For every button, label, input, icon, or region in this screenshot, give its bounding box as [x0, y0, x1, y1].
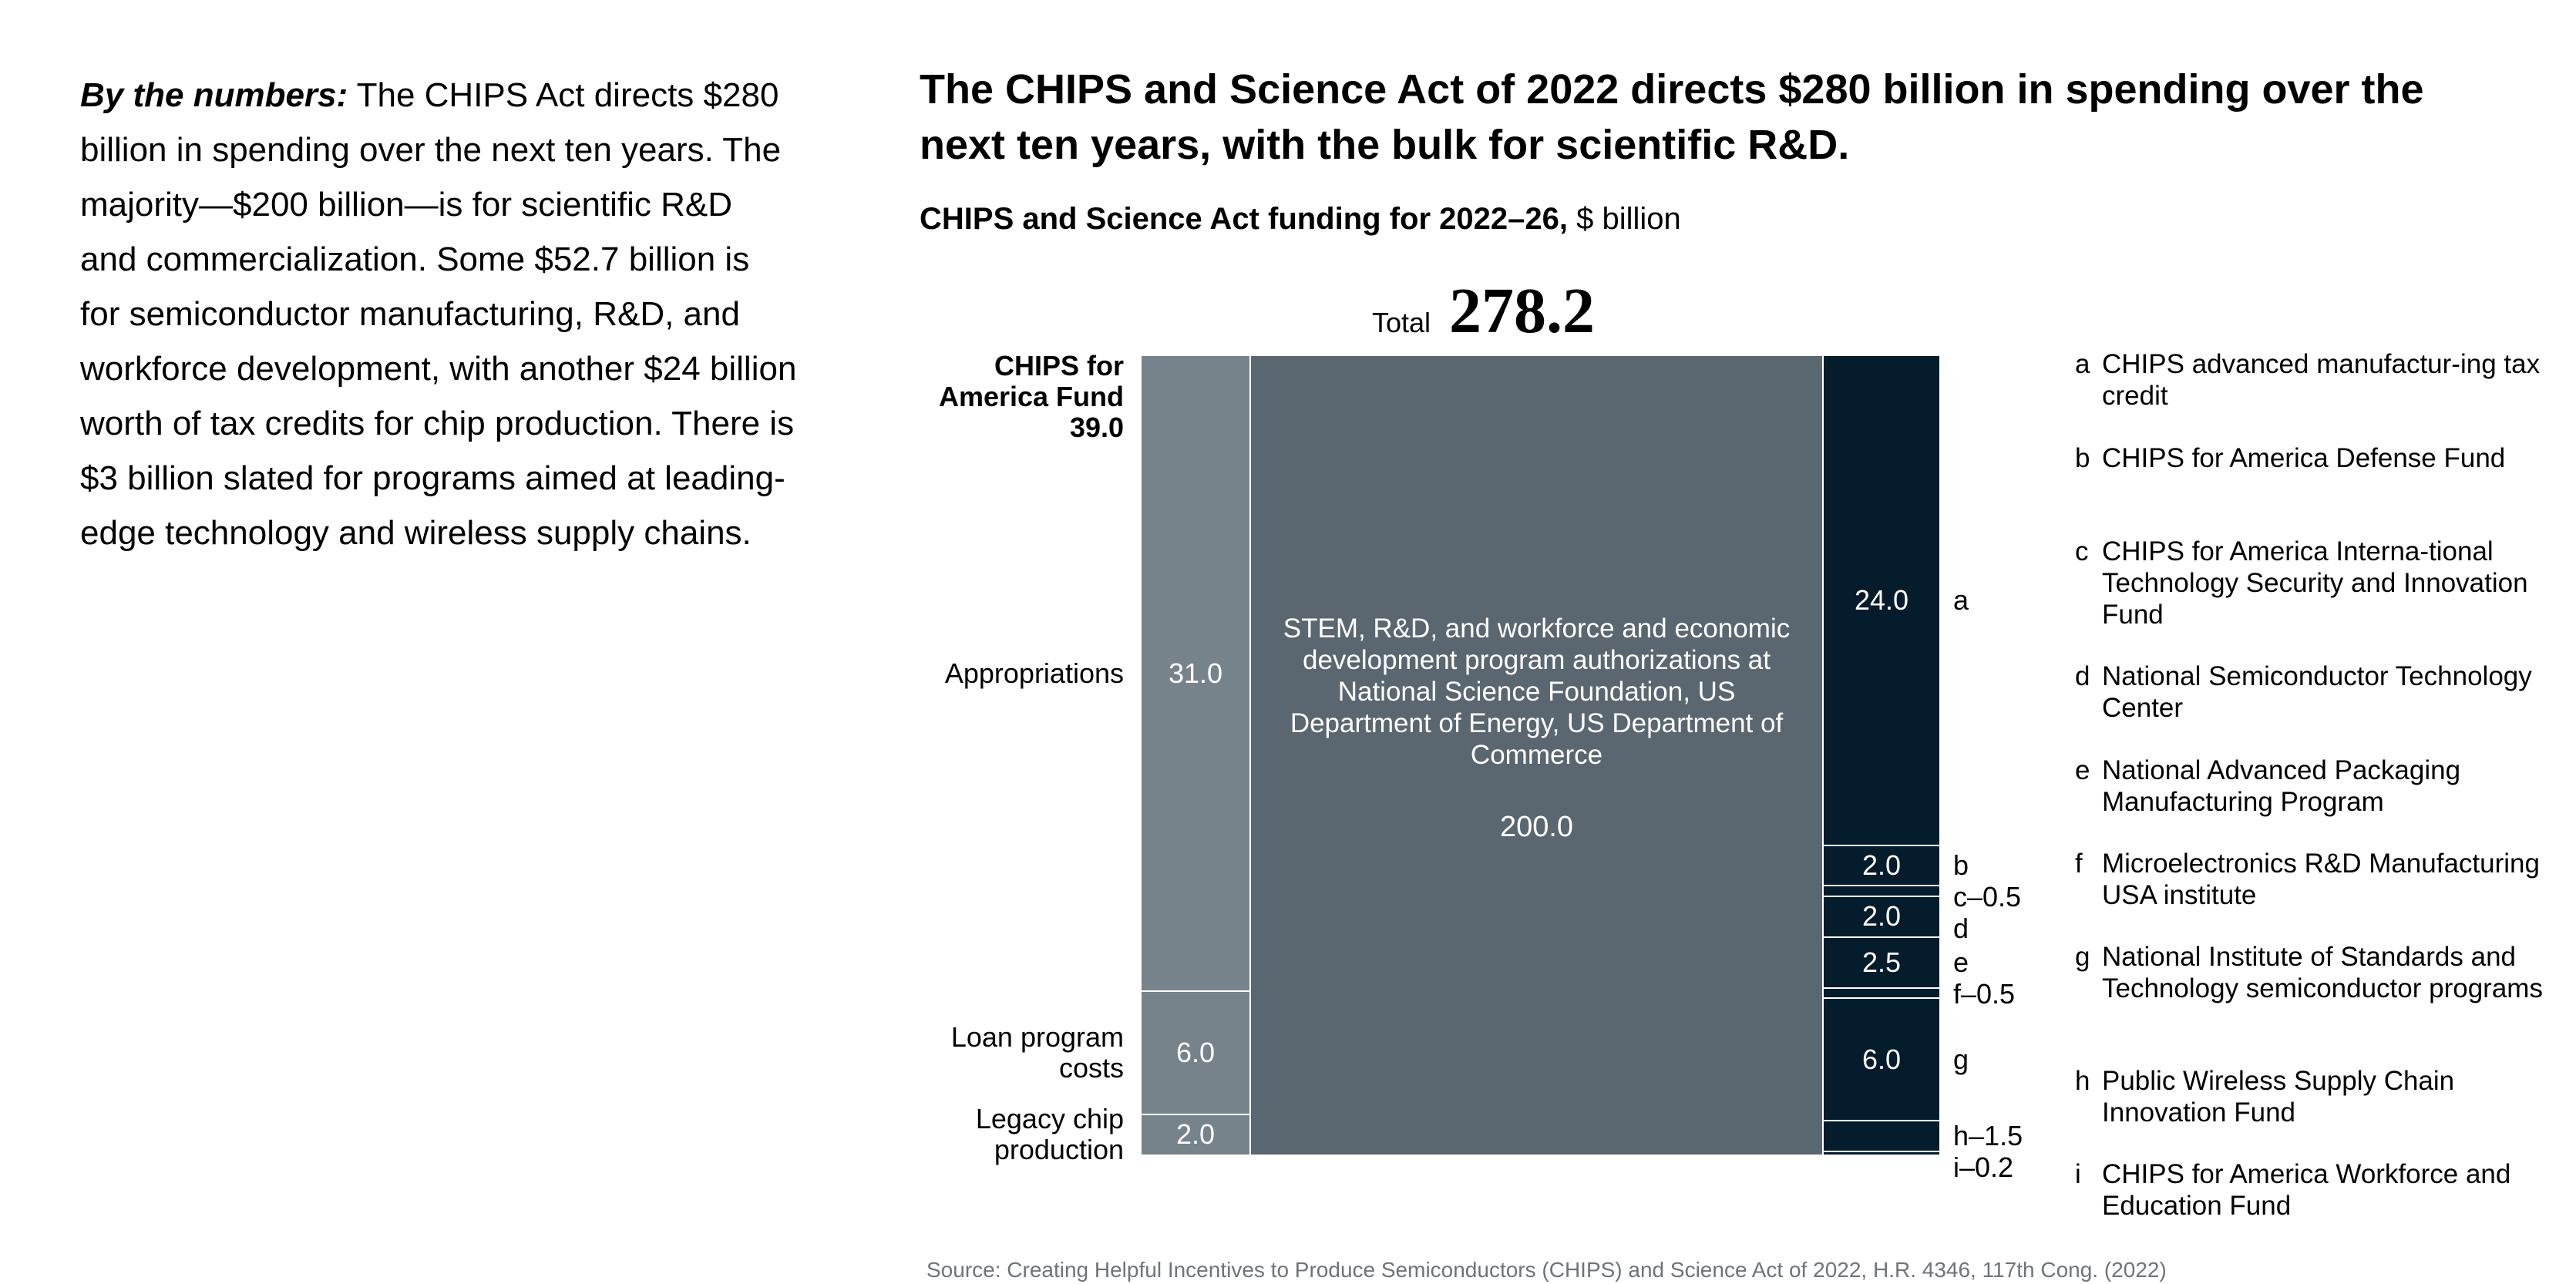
legend-item: h Public Wireless Supply Chain Innovation… — [2075, 1065, 2568, 1128]
right-segment-i — [1823, 1151, 1940, 1155]
legend-key: a — [2075, 349, 2090, 379]
intro-lead: By the numbers: — [80, 76, 348, 114]
chart-title: The CHIPS and Science Act of 2022 direct… — [920, 66, 2424, 168]
segment-value: 31.0 — [1168, 657, 1223, 689]
intro-text: The CHIPS Act directs $280 billion in sp… — [80, 76, 797, 552]
legend-key: h — [2075, 1066, 2090, 1096]
source-note: Source: Creating Helpful Incentives to P… — [926, 1258, 2167, 1282]
segment-value: 6.0 — [1861, 1043, 1902, 1075]
left-segment-label: Legacy chip production — [975, 1103, 1124, 1166]
segment-value: 2.0 — [1175, 1118, 1216, 1151]
total: Total 278.2 — [1372, 274, 1595, 348]
right-segment-label: c–0.5 — [1953, 880, 2022, 913]
fund-total: 39.0 — [1069, 412, 1124, 443]
right-segment-e: 2.5 — [1823, 936, 1940, 988]
legend-item: d National Semiconductor Technology Cente… — [2075, 660, 2568, 724]
fund-label-line1: CHIPS for — [994, 350, 1124, 382]
legend-text: CHIPS advanced manufactur-ing tax credit — [2102, 349, 2541, 411]
legend-key: f — [2075, 849, 2083, 879]
right-segment-label: h–1.5 — [1953, 1119, 2023, 1151]
legend-text: National Institute of Standards and Tech… — [2102, 942, 2543, 1003]
left-segment: 6.0 — [1141, 991, 1250, 1114]
fund-label: CHIPS for America Fund 39.0 — [939, 351, 1124, 443]
legend-item: i CHIPS for America Workforce and Educati… — [2075, 1158, 2568, 1222]
right-segment-b: 2.0 — [1823, 845, 1940, 886]
legend-text: National Semiconductor Technology Center — [2102, 661, 2532, 723]
legend-text: CHIPS for America Defense Fund — [2102, 443, 2506, 473]
left-segment: 31.0 — [1141, 355, 1250, 992]
right-segment-d: 2.0 — [1823, 896, 1940, 937]
legend-text: CHIPS for America Workforce and Educatio… — [2102, 1159, 2511, 1221]
intro-paragraph: By the numbers: The CHIPS Act directs $2… — [80, 68, 797, 560]
left-segment-label: Appropriations — [944, 657, 1124, 689]
right-segment-label: d — [1953, 912, 1969, 944]
legend-item: c CHIPS for America Interna-tional Techno… — [2075, 536, 2568, 630]
total-label: Total — [1372, 307, 1431, 338]
middle-segment — [1250, 355, 1823, 1155]
right-segment-g: 6.0 — [1823, 998, 1940, 1121]
legend-key: g — [2075, 942, 2090, 972]
legend-item: f Microelectronics R&D Manufacturing USA … — [2075, 848, 2568, 911]
legend-key: b — [2075, 443, 2090, 473]
chart-subtitle: CHIPS and Science Act funding for 2022–2… — [920, 202, 1681, 237]
right-segment-label: e — [1953, 946, 1969, 978]
right-segment-label: f–0.5 — [1953, 977, 2016, 1010]
legend-text: Public Wireless Supply Chain Innovation … — [2102, 1066, 2455, 1128]
right-segment-label: b — [1953, 849, 1969, 881]
right-segment-label: i–0.2 — [1953, 1151, 2014, 1183]
right-segment-f — [1823, 987, 1940, 999]
legend-key: c — [2075, 536, 2089, 566]
right-segment-h — [1823, 1120, 1940, 1151]
left-segment-label: Loan program costs — [950, 1020, 1124, 1084]
segment-value: 2.5 — [1861, 946, 1902, 978]
middle-description: STEM, R&D, and workforce and economic de… — [1283, 613, 1791, 770]
legend-text: National Advanced Packaging Manufacturin… — [2102, 755, 2461, 817]
fund-label-line2: America Fund — [938, 381, 1124, 412]
right-segment-label: a — [1953, 583, 1969, 616]
right-segment-a: 24.0 — [1823, 355, 1940, 845]
subtitle-unit: $ billion — [1567, 202, 1681, 236]
total-value: 278.2 — [1449, 275, 1596, 347]
legend-item: g National Institute of Standards and Tec… — [2075, 941, 2568, 1004]
right-segment-label: g — [1953, 1043, 1969, 1075]
segment-value: 2.0 — [1861, 900, 1902, 933]
legend-item: e National Advanced Packaging Manufacturi… — [2075, 755, 2568, 818]
segment-value: 6.0 — [1175, 1036, 1216, 1068]
legend-text: Microelectronics R&D Manufacturing USA i… — [2102, 849, 2540, 910]
right-segment-c — [1823, 886, 1940, 896]
segment-value: 24.0 — [1854, 583, 1909, 616]
subtitle-bold: CHIPS and Science Act funding for 2022–2… — [920, 202, 1568, 236]
legend-text: CHIPS for America Interna-tional Technol… — [2102, 536, 2528, 630]
segment-value: 2.0 — [1861, 849, 1902, 881]
legend-item: a CHIPS advanced manufactur-ing tax credi… — [2075, 348, 2568, 412]
legend-key: d — [2075, 661, 2090, 691]
legend-key: e — [2075, 755, 2090, 785]
legend-key: i — [2075, 1159, 2081, 1189]
left-segment: 2.0 — [1141, 1114, 1250, 1155]
legend-item: b CHIPS for America Defense Fund — [2075, 442, 2568, 474]
middle-value: 200.0 — [1499, 811, 1574, 843]
